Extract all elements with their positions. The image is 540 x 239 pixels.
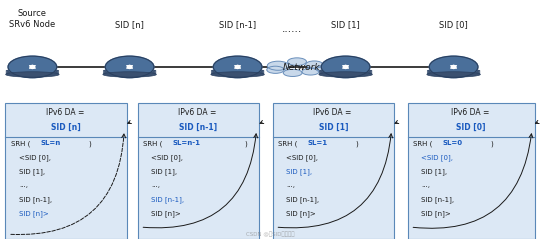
Text: ): ) xyxy=(88,141,91,147)
Ellipse shape xyxy=(211,69,265,72)
Text: ): ) xyxy=(355,141,358,147)
Ellipse shape xyxy=(103,70,157,74)
Text: ): ) xyxy=(244,141,247,147)
Text: SID [n]>: SID [n]> xyxy=(286,210,316,217)
Ellipse shape xyxy=(5,70,59,74)
Text: ...,: ..., xyxy=(19,183,28,189)
Text: <SID [0],: <SID [0], xyxy=(286,154,318,161)
Text: IPv6 DA =: IPv6 DA = xyxy=(46,108,86,117)
Text: ): ) xyxy=(490,141,493,147)
Ellipse shape xyxy=(427,72,481,77)
Text: ...,: ..., xyxy=(286,183,295,189)
Text: SID [n]: SID [n] xyxy=(115,20,144,29)
Text: SRH (: SRH ( xyxy=(143,141,163,147)
Ellipse shape xyxy=(211,71,265,76)
Text: SID [1]: SID [1] xyxy=(331,20,360,29)
Text: SRH (: SRH ( xyxy=(413,141,433,147)
Ellipse shape xyxy=(319,72,373,77)
Ellipse shape xyxy=(302,68,319,75)
Ellipse shape xyxy=(211,71,265,75)
Text: SID [n]>: SID [n]> xyxy=(151,210,181,217)
Text: SID [1],: SID [1], xyxy=(151,168,177,175)
Text: SID [1]: SID [1] xyxy=(319,123,348,132)
Text: IPv6 DA =: IPv6 DA = xyxy=(313,108,354,117)
Text: Source
SRv6 Node: Source SRv6 Node xyxy=(9,9,56,29)
Text: SL=1: SL=1 xyxy=(308,141,328,147)
Text: SID [n]: SID [n] xyxy=(51,123,81,132)
Text: SID [n]>: SID [n]> xyxy=(421,210,451,217)
Text: SID [n-1],: SID [n-1], xyxy=(19,196,52,203)
Circle shape xyxy=(105,56,154,78)
Text: SID [1],: SID [1], xyxy=(421,168,447,175)
Text: ...,: ..., xyxy=(421,183,430,189)
Text: SID [0]: SID [0] xyxy=(439,20,468,29)
Text: SL=n: SL=n xyxy=(40,141,60,147)
FancyBboxPatch shape xyxy=(273,103,394,239)
Circle shape xyxy=(8,56,57,78)
FancyBboxPatch shape xyxy=(5,103,127,239)
Text: SRH (: SRH ( xyxy=(278,141,298,147)
Text: SID [n-1],: SID [n-1], xyxy=(421,196,454,203)
Ellipse shape xyxy=(211,69,265,73)
Circle shape xyxy=(213,56,262,78)
Ellipse shape xyxy=(103,69,157,73)
Ellipse shape xyxy=(316,65,332,72)
FancyBboxPatch shape xyxy=(138,103,259,239)
Text: ...,: ..., xyxy=(151,183,160,189)
Ellipse shape xyxy=(427,69,481,72)
Ellipse shape xyxy=(211,72,265,77)
Text: IPv6 DA =: IPv6 DA = xyxy=(451,108,491,117)
Ellipse shape xyxy=(103,69,157,72)
Ellipse shape xyxy=(211,70,265,74)
Ellipse shape xyxy=(319,69,373,72)
FancyBboxPatch shape xyxy=(408,103,535,239)
Text: <SID [0],: <SID [0], xyxy=(421,154,453,161)
Ellipse shape xyxy=(427,71,481,76)
Text: SID [n]>: SID [n]> xyxy=(19,210,49,217)
Text: <SID [0],: <SID [0], xyxy=(19,154,51,161)
Text: SRH (: SRH ( xyxy=(11,141,30,147)
Ellipse shape xyxy=(306,61,323,68)
Ellipse shape xyxy=(5,69,59,73)
Ellipse shape xyxy=(427,71,481,75)
Text: SL=n-1: SL=n-1 xyxy=(173,141,201,147)
Ellipse shape xyxy=(427,69,481,73)
Text: SID [1],: SID [1], xyxy=(19,168,45,175)
Text: SID [1],: SID [1], xyxy=(286,168,312,175)
Ellipse shape xyxy=(267,61,289,70)
Ellipse shape xyxy=(319,69,373,73)
Ellipse shape xyxy=(5,71,59,76)
Ellipse shape xyxy=(5,69,59,72)
Ellipse shape xyxy=(103,71,157,75)
Text: SID [n-1]: SID [n-1] xyxy=(219,20,256,29)
Circle shape xyxy=(429,56,478,78)
Text: ......: ...... xyxy=(281,24,302,34)
Text: Network: Network xyxy=(282,63,320,72)
Text: SID [n-1]: SID [n-1] xyxy=(179,123,218,132)
Ellipse shape xyxy=(103,71,157,76)
Ellipse shape xyxy=(427,70,481,74)
Text: <SID [0],: <SID [0], xyxy=(151,154,183,161)
Ellipse shape xyxy=(5,72,59,77)
Ellipse shape xyxy=(103,72,157,77)
Ellipse shape xyxy=(319,71,373,76)
Text: IPv6 DA =: IPv6 DA = xyxy=(178,108,219,117)
Ellipse shape xyxy=(267,66,284,73)
Circle shape xyxy=(321,56,370,78)
Ellipse shape xyxy=(5,71,59,75)
Ellipse shape xyxy=(319,71,373,75)
Text: SL=0: SL=0 xyxy=(443,141,463,147)
Ellipse shape xyxy=(284,69,302,76)
Text: SID [n-1],: SID [n-1], xyxy=(286,196,319,203)
Text: CSDN @周SID你想解梦: CSDN @周SID你想解梦 xyxy=(246,231,294,237)
Ellipse shape xyxy=(319,70,373,74)
Ellipse shape xyxy=(287,58,307,65)
Text: SID [n-1],: SID [n-1], xyxy=(151,196,184,203)
Text: SID [0]: SID [0] xyxy=(456,123,486,132)
